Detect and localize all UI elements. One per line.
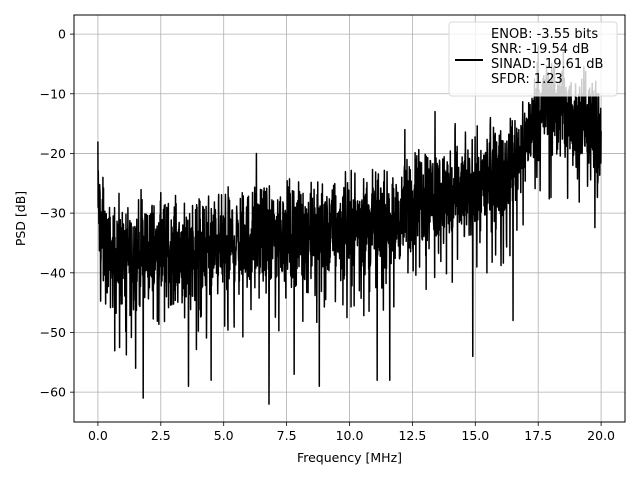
x-axis-ticks: 0.0 2.5 5.0 7.5 10.0 12.5 15.0 17.5 20.0 (88, 422, 615, 443)
y-tick-label: −60 (40, 385, 66, 400)
legend-box (448, 21, 618, 97)
x-tick-label: 10.0 (336, 428, 364, 443)
legend-entry-text: ENOB: -3.55 bits (491, 27, 598, 42)
psd-series-line (97, 45, 602, 405)
x-tick-label: 12.5 (398, 428, 426, 443)
y-tick-label: −10 (40, 86, 66, 101)
plot-area (97, 45, 602, 405)
y-tick-label: −20 (40, 146, 66, 161)
y-tick-label: −40 (40, 265, 66, 280)
x-tick-label: 0.0 (88, 428, 108, 443)
x-tick-label: 20.0 (587, 428, 615, 443)
y-tick-label: 0 (58, 27, 66, 42)
series-layer (97, 45, 602, 405)
x-tick-label: 2.5 (151, 428, 171, 443)
x-tick-label: 15.0 (461, 428, 489, 443)
y-axis-label: PSD [dB] (13, 191, 28, 246)
legend-entry-text: SFDR: 1.23 (491, 72, 563, 87)
x-tick-label: 17.5 (524, 428, 552, 443)
x-axis-label: Frequency [MHz] (297, 450, 402, 465)
y-axis-ticks: 0 −10 −20 −30 −40 −50 −60 (40, 27, 74, 400)
x-tick-label: 7.5 (277, 428, 297, 443)
y-tick-label: −50 (40, 325, 66, 340)
x-tick-label: 5.0 (214, 428, 234, 443)
legend-entry-text: SNR: -19.54 dB (491, 42, 589, 57)
legend-entry-text: SINAD: -19.61 dB (491, 57, 603, 72)
y-tick-label: −30 (40, 206, 66, 221)
